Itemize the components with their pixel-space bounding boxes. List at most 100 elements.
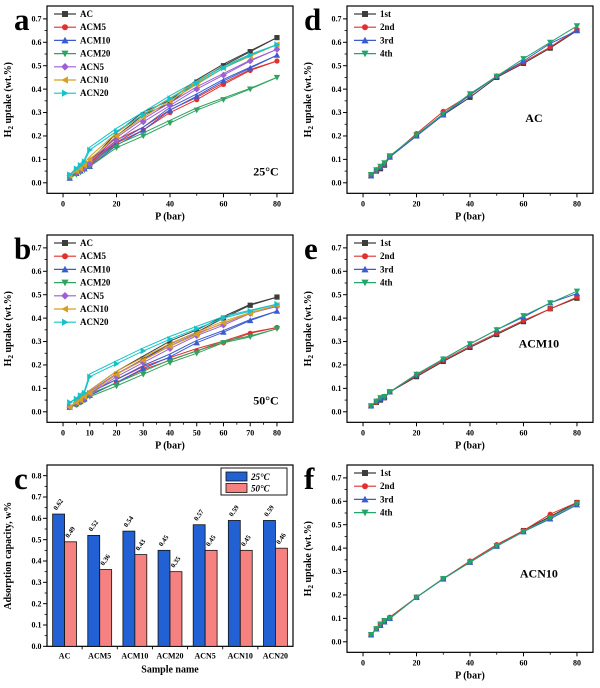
svg-text:0.6: 0.6 (32, 38, 42, 47)
svg-text:ACM20: ACM20 (156, 651, 183, 660)
svg-text:3rd: 3rd (380, 265, 393, 275)
svg-text:0.0: 0.0 (332, 178, 342, 187)
svg-text:0.1: 0.1 (332, 614, 342, 623)
svg-text:ACM10: ACM10 (121, 651, 148, 660)
svg-text:0.1: 0.1 (332, 155, 342, 164)
svg-text:25°C: 25°C (250, 472, 271, 482)
x-axis-title: P (bar) (155, 441, 185, 452)
svg-text:20: 20 (413, 429, 421, 438)
svg-text:1st: 1st (380, 9, 391, 19)
panel-label-a: a (14, 2, 30, 37)
svg-text:40: 40 (166, 199, 174, 208)
svg-text:20: 20 (113, 429, 121, 438)
svg-text:ACM5: ACM5 (80, 22, 106, 32)
svg-text:0.7: 0.7 (332, 244, 342, 253)
x-axis-title: P (bar) (155, 211, 185, 222)
svg-text:0.1: 0.1 (32, 155, 42, 164)
legend: 25°C50°C (220, 467, 288, 496)
svg-text:ACM5: ACM5 (80, 252, 106, 262)
x-axis: AC ACM5 ACM10 ACM20 ACN5 ACN10 ACN20 Sample nam… (59, 645, 288, 675)
svg-text:60: 60 (219, 199, 227, 208)
svg-text:0.45: 0.45 (158, 533, 171, 547)
svg-text:0.2: 0.2 (32, 361, 42, 370)
svg-text:40: 40 (166, 429, 174, 438)
svg-text:20: 20 (113, 199, 121, 208)
svg-text:0.0: 0.0 (332, 637, 342, 646)
svg-text:0: 0 (361, 658, 365, 667)
y-axis-title: H2 uptake (wt.%) (303, 62, 315, 137)
panel-annotation: 50°C (253, 394, 278, 408)
svg-text:0.57: 0.57 (193, 508, 206, 522)
svg-text:0.6: 0.6 (32, 267, 42, 276)
svg-text:0.3: 0.3 (332, 567, 342, 576)
series-ACN20 (67, 41, 281, 178)
panel-d-plot: 0 20 40 60 80 P (bar) 0.0 0.1 0.2 0.3 0.4 0.5 0.6 0.7… (303, 5, 594, 222)
svg-text:0: 0 (361, 429, 365, 438)
svg-text:1st: 1st (380, 468, 391, 478)
y-axis-title: Adsorption capacity, w% (3, 501, 14, 609)
svg-text:0.5: 0.5 (32, 535, 42, 544)
panel-c-plot: AC ACM5 ACM10 ACM20 ACN5 ACN10 ACN20 Sample nam… (3, 464, 294, 675)
svg-text:0.4: 0.4 (32, 314, 42, 323)
svg-text:AC: AC (80, 238, 93, 248)
svg-text:40: 40 (466, 429, 474, 438)
panel-label-f: f (304, 460, 315, 496)
svg-text:50°C: 50°C (251, 483, 271, 493)
svg-text:0.4: 0.4 (332, 85, 342, 94)
svg-text:0.5: 0.5 (332, 61, 342, 70)
svg-text:0.6: 0.6 (332, 267, 342, 276)
svg-text:0.7: 0.7 (32, 15, 42, 24)
x-axis: 0 10 20 30 40 50 60 70 80 P (bar) (61, 422, 281, 452)
svg-text:0.7: 0.7 (332, 15, 342, 24)
x-axis-title: P (bar) (455, 670, 485, 681)
legend: AC ACM5 ACM10 ACM20 ACN5 ACN10 ACN20 (54, 238, 111, 328)
svg-text:ACN10: ACN10 (228, 651, 253, 660)
panel-f-plot: 0 20 40 60 80 P (bar) 0.0 0.1 0.2 0.3 0.4 0.5 0.6 0.7… (303, 464, 594, 681)
series-1st (368, 295, 580, 409)
svg-text:2nd: 2nd (380, 481, 395, 491)
series-1st (368, 27, 580, 179)
legend: 1st 2nd 3rd 4th (354, 238, 395, 288)
y-axis: 0.0 0.1 0.2 0.3 0.4 0.5 0.6 0.7 0.8 Adsorption ca… (3, 471, 48, 651)
svg-text:0.0: 0.0 (32, 642, 42, 651)
svg-text:0.46: 0.46 (275, 531, 288, 545)
svg-text:0.54: 0.54 (123, 514, 136, 528)
svg-text:80: 80 (273, 429, 281, 438)
svg-text:2nd: 2nd (380, 252, 395, 262)
legend: AC ACM5 ACM10 ACM20 ACN5 ACN10 ACN20 (54, 9, 111, 98)
panel-b: b 0 10 20 30 40 50 60 70 80 P (bar) 0.0 0.1 0.2 0.3 0.… (0, 229, 300, 458)
y-axis: 0.0 0.1 0.2 0.3 0.4 0.5 0.6 0.7 H2 uptake (wt.%) (3, 244, 48, 417)
panel-a-plot: 0 20 40 60 80 P (bar) 0.0 0.1 0.2 0.3 0.4 0.5 0.6 0.7… (3, 5, 294, 222)
svg-text:0.0: 0.0 (332, 408, 342, 417)
svg-text:0.4: 0.4 (32, 85, 42, 94)
svg-text:0.3: 0.3 (32, 108, 42, 117)
y-axis: 0.0 0.1 0.2 0.3 0.4 0.5 0.6 0.7 H2 uptake (wt.%) (303, 244, 348, 417)
y-axis: 0.0 0.1 0.2 0.3 0.4 0.5 0.6 0.7 H2 uptake (wt.%) (3, 15, 48, 187)
svg-text:3rd: 3rd (380, 494, 393, 504)
svg-text:0.4: 0.4 (332, 543, 342, 552)
svg-text:0.7: 0.7 (32, 244, 42, 253)
x-axis-title: Sample name (141, 664, 199, 675)
svg-text:80: 80 (573, 429, 581, 438)
svg-text:4th: 4th (380, 507, 392, 517)
svg-text:0.7: 0.7 (332, 473, 342, 482)
svg-text:0.1: 0.1 (32, 620, 42, 629)
svg-text:0.4: 0.4 (332, 314, 342, 323)
svg-text:0.2: 0.2 (332, 590, 342, 599)
svg-text:ACM5: ACM5 (88, 651, 111, 660)
series-ACM20 (66, 326, 281, 411)
svg-text:0.49: 0.49 (64, 525, 77, 539)
series-4th (367, 500, 581, 638)
panel-label-e: e (304, 231, 318, 267)
svg-text:60: 60 (519, 658, 527, 667)
svg-text:0.0: 0.0 (32, 178, 42, 187)
panel-annotation: 25°C (253, 165, 278, 179)
svg-text:AC: AC (59, 651, 71, 660)
svg-text:0.5: 0.5 (332, 520, 342, 529)
svg-text:60: 60 (519, 199, 527, 208)
svg-text:40: 40 (466, 658, 474, 667)
svg-text:70: 70 (246, 429, 254, 438)
svg-text:0: 0 (61, 199, 65, 208)
svg-text:ACM20: ACM20 (80, 278, 111, 288)
x-axis: 0 20 40 60 80 P (bar) (61, 193, 281, 222)
